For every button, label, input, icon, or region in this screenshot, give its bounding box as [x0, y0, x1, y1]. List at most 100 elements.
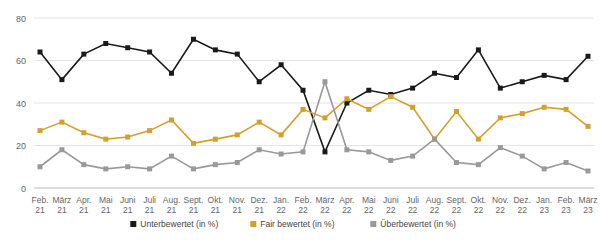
- marker: [476, 47, 481, 52]
- marker: [235, 160, 240, 165]
- y-tick-label: 20: [16, 141, 26, 151]
- marker: [476, 137, 481, 142]
- x-tick-label-part: 23: [583, 205, 593, 215]
- x-tick-label: Juli21: [143, 195, 156, 215]
- grid-line: [34, 103, 594, 104]
- x-tick-label-part: 22: [430, 205, 440, 215]
- marker: [169, 154, 174, 159]
- x-tick-label-part: 22: [298, 205, 308, 215]
- marker: [366, 88, 371, 93]
- legend: Unterbewertet (in %) Fair bewertet (in %)…: [130, 219, 456, 229]
- x-tick-label-part: März: [316, 195, 335, 205]
- x-tick-label: Okt.22: [471, 195, 487, 215]
- x-tick-label-part: 22: [474, 205, 484, 215]
- legend-label: Überbewertet (in %): [380, 219, 456, 229]
- marker: [191, 141, 196, 146]
- x-tick-label-part: Okt.: [471, 195, 487, 205]
- x-tick-label: Aug.21: [163, 195, 181, 215]
- x-tick-label: Feb.22: [295, 195, 312, 215]
- marker: [388, 94, 393, 99]
- marker: [279, 62, 284, 67]
- x-tick-label-part: Apr.: [339, 195, 354, 205]
- x-tick-label: Juli22: [406, 195, 419, 215]
- x-tick-label-part: 21: [233, 205, 243, 215]
- marker: [38, 164, 43, 169]
- marker: [38, 50, 43, 55]
- marker: [564, 107, 569, 112]
- x-tick-label: Nov.22: [492, 195, 509, 215]
- marker: [322, 79, 327, 84]
- plot-area: [38, 37, 591, 174]
- marker: [520, 79, 525, 84]
- marker: [81, 130, 86, 135]
- x-tick-label: Okt.21: [208, 195, 224, 215]
- x-tick-label-part: 21: [35, 205, 45, 215]
- x-tick-label-part: Sept.: [184, 195, 204, 205]
- marker: [542, 73, 547, 78]
- marker: [498, 86, 503, 91]
- x-tick-label-part: Jan.: [273, 195, 289, 205]
- x-tick-label-part: 23: [539, 205, 549, 215]
- x-tick-label: März22: [316, 195, 335, 215]
- x-tick-label-part: Mai: [362, 195, 376, 205]
- marker: [564, 160, 569, 165]
- marker: [213, 47, 218, 52]
- series-line: [40, 82, 588, 171]
- x-tick-label-part: Feb.: [558, 195, 575, 205]
- x-tick-label-part: Aug.: [163, 195, 181, 205]
- marker: [257, 79, 262, 84]
- marker: [564, 77, 569, 82]
- marker: [432, 71, 437, 76]
- x-tick-label-part: Juni: [120, 195, 136, 205]
- marker: [169, 118, 174, 123]
- y-tick-label: 0: [21, 184, 26, 194]
- x-tick-label: Apr.22: [339, 195, 354, 215]
- marker: [279, 132, 284, 137]
- x-tick-label-part: Aug.: [426, 195, 444, 205]
- x-tick-label: Jan.23: [536, 195, 552, 215]
- marker: [191, 37, 196, 42]
- x-tick-label: Feb.23: [558, 195, 575, 215]
- legend-label: Unterbewertet (in %): [140, 219, 218, 229]
- marker: [454, 109, 459, 114]
- marker: [125, 135, 130, 140]
- marker: [235, 52, 240, 57]
- x-tick-label-part: 22: [342, 205, 352, 215]
- x-tick-label-part: Mai: [99, 195, 113, 205]
- marker: [59, 147, 64, 152]
- marker: [542, 105, 547, 110]
- x-tick-label-part: März: [579, 195, 598, 205]
- x-tick-label: Mai22: [362, 195, 376, 215]
- x-tick-label-part: 21: [101, 205, 111, 215]
- marker: [38, 128, 43, 133]
- marker: [103, 137, 108, 142]
- legend-label: Fair bewertet (in %): [260, 219, 334, 229]
- marker: [586, 54, 591, 59]
- marker: [476, 162, 481, 167]
- x-tick-label: Dez.22: [513, 195, 530, 215]
- x-tick-label-part: 21: [57, 205, 67, 215]
- marker: [322, 149, 327, 154]
- x-tick-label: Juni21: [120, 195, 136, 215]
- x-tick-label-part: Apr.: [76, 195, 91, 205]
- marker: [322, 115, 327, 120]
- x-tick-label-part: 22: [496, 205, 506, 215]
- x-tick-label-part: 21: [79, 205, 89, 215]
- x-tick-label: März23: [579, 195, 598, 215]
- marker: [432, 137, 437, 142]
- x-tick-label: Feb.21: [31, 195, 48, 215]
- marker: [147, 166, 152, 171]
- x-tick-label: Sept.22: [447, 195, 467, 215]
- marker: [366, 149, 371, 154]
- marker: [103, 166, 108, 171]
- marker: [301, 88, 306, 93]
- marker: [498, 145, 503, 150]
- marker: [454, 75, 459, 80]
- marker: [410, 105, 415, 110]
- x-tick-label-part: 22: [364, 205, 374, 215]
- marker: [388, 158, 393, 163]
- marker: [235, 132, 240, 137]
- x-tick-label-part: 22: [408, 205, 418, 215]
- marker: [301, 149, 306, 154]
- y-tick-label: 80: [16, 14, 26, 24]
